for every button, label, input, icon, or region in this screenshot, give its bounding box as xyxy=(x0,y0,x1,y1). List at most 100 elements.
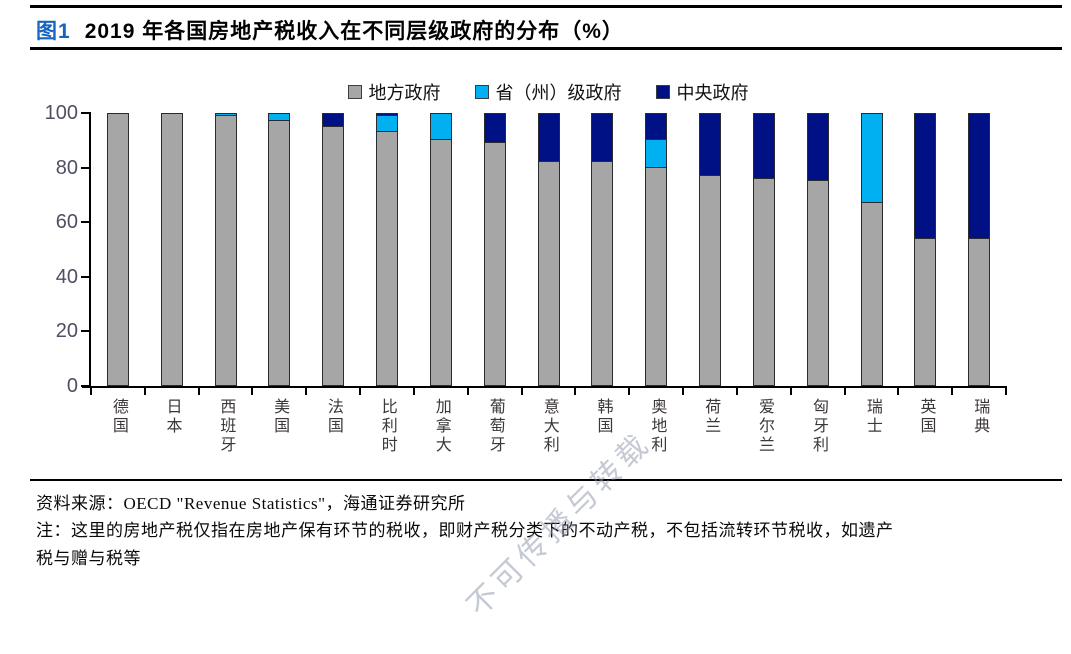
stacked-bar xyxy=(860,113,883,386)
note-text-line2: 税与赠与税等 xyxy=(36,549,141,568)
x-axis-label-3: 美国 xyxy=(252,398,306,436)
country-label: 爱尔兰 xyxy=(756,398,774,455)
bar-segment-local xyxy=(376,132,399,386)
country-label: 西班牙 xyxy=(217,398,235,455)
bar-segment-local xyxy=(860,203,883,386)
x-axis-tick xyxy=(951,388,954,395)
x-axis-tick xyxy=(520,388,523,395)
x-axis-tick xyxy=(789,388,792,395)
stacked-bar xyxy=(752,113,775,386)
x-axis-tick xyxy=(412,388,415,395)
bar-segment-central xyxy=(806,113,829,182)
stacked-bar xyxy=(968,113,991,386)
legend-item-2: 中央政府 xyxy=(655,79,749,105)
x-axis-label-2: 西班牙 xyxy=(198,398,252,455)
bar-segment-central xyxy=(968,113,991,239)
stacked-bar xyxy=(322,113,345,386)
bar-segment-local xyxy=(429,140,452,386)
stacked-bar xyxy=(914,113,937,386)
country-label: 加拿大 xyxy=(432,398,450,455)
bar-group-11 xyxy=(683,113,737,386)
x-axis-tick xyxy=(1005,388,1007,395)
bar-segment-state xyxy=(376,115,399,133)
y-tick-label: 20 xyxy=(55,320,78,343)
bar-segment-central xyxy=(376,113,399,116)
bar-segment-state xyxy=(214,113,237,116)
source-text: 资料来源：OECD "Revenue Statistics"，海通证券研究所 xyxy=(36,494,466,513)
bar-segment-local xyxy=(106,113,129,386)
stacked-bar xyxy=(160,113,183,386)
country-label: 奥地利 xyxy=(648,398,666,455)
stacked-bar xyxy=(214,113,237,386)
bar-group-5 xyxy=(360,113,414,386)
bar-segment-central xyxy=(591,113,614,163)
bar-segment-local xyxy=(160,113,183,386)
bar-segment-central xyxy=(483,113,506,144)
legend-label: 地方政府 xyxy=(368,83,441,103)
x-axis-label-5: 比利时 xyxy=(360,398,414,455)
bar-segment-local xyxy=(214,115,237,386)
bar-group-15 xyxy=(898,113,952,386)
bar-group-0 xyxy=(91,113,145,386)
x-axis-tick xyxy=(628,388,631,395)
bar-segment-central xyxy=(322,113,345,127)
figure-number: 图1 xyxy=(36,20,71,43)
stacked-bar xyxy=(429,113,452,386)
legend-swatch-icon xyxy=(347,85,362,99)
bar-segment-central xyxy=(914,113,937,239)
bar-segment-local xyxy=(537,162,560,386)
bar-segment-central xyxy=(645,113,668,141)
x-axis-label-15: 英国 xyxy=(899,398,953,436)
x-axis-label-1: 日本 xyxy=(145,398,199,436)
y-axis-tick xyxy=(81,221,90,224)
x-axis-tick xyxy=(735,388,738,395)
bar-group-8 xyxy=(522,113,576,386)
country-label: 比利时 xyxy=(378,398,396,455)
country-label: 法国 xyxy=(324,398,342,436)
x-axis-label-13: 匈牙利 xyxy=(791,398,845,455)
bar-group-16 xyxy=(952,113,1006,386)
figure-title-text: 2019 年各国房地产税收入在不同层级政府的分布（%） xyxy=(84,20,624,43)
bar-segment-central xyxy=(699,113,722,176)
x-axis-labels: 德国 日本 西班牙 美国 法国 比利时 加拿大 葡萄牙 意大利 韩国 奥地利 荷兰 爱尔兰 匈牙利 瑞士 英国… xyxy=(91,398,1006,455)
bar-segment-state xyxy=(268,113,291,122)
x-axis-tick xyxy=(197,388,200,395)
bar-group-6 xyxy=(414,113,468,386)
bar-segment-local xyxy=(806,181,829,386)
country-label: 瑞典 xyxy=(971,398,989,436)
footer-rule xyxy=(30,479,1062,481)
stacked-bar xyxy=(268,113,291,386)
x-axis-tick xyxy=(90,388,92,395)
bar-group-14 xyxy=(845,113,899,386)
bar-group-2 xyxy=(199,113,253,386)
x-axis-label-4: 法国 xyxy=(306,398,360,436)
legend-item-1: 省（州）级政府 xyxy=(474,79,622,105)
stacked-bar xyxy=(591,113,614,386)
x-axis-label-8: 意大利 xyxy=(522,398,576,455)
y-tick-label: 60 xyxy=(55,211,78,234)
stacked-bar xyxy=(483,113,506,386)
y-tick-label: 40 xyxy=(55,265,78,288)
bar-group-7 xyxy=(468,113,522,386)
x-axis-tick xyxy=(843,388,846,395)
x-axis-label-11: 荷兰 xyxy=(683,398,737,436)
bar-segment-central xyxy=(752,113,775,179)
x-axis-tick xyxy=(143,388,146,395)
country-label: 葡萄牙 xyxy=(486,398,504,455)
country-label: 荷兰 xyxy=(702,398,720,436)
legend-label: 省（州）级政府 xyxy=(495,83,622,103)
legend-label: 中央政府 xyxy=(676,83,749,103)
bar-segment-local xyxy=(699,175,722,386)
bar-segment-state xyxy=(429,113,452,141)
country-label: 瑞士 xyxy=(863,398,881,436)
chart-legend: 地方政府 省（州）级政府 中央政府 xyxy=(90,79,1006,105)
bar-segment-local xyxy=(645,167,668,386)
x-axis-tick xyxy=(574,388,577,395)
stacked-bar xyxy=(376,113,399,386)
stacked-bar xyxy=(537,113,560,386)
bar-group-4 xyxy=(306,113,360,386)
bar-segment-local xyxy=(268,121,291,386)
bar-group-13 xyxy=(791,113,845,386)
country-label: 美国 xyxy=(271,398,289,436)
x-axis-tick xyxy=(251,388,254,395)
